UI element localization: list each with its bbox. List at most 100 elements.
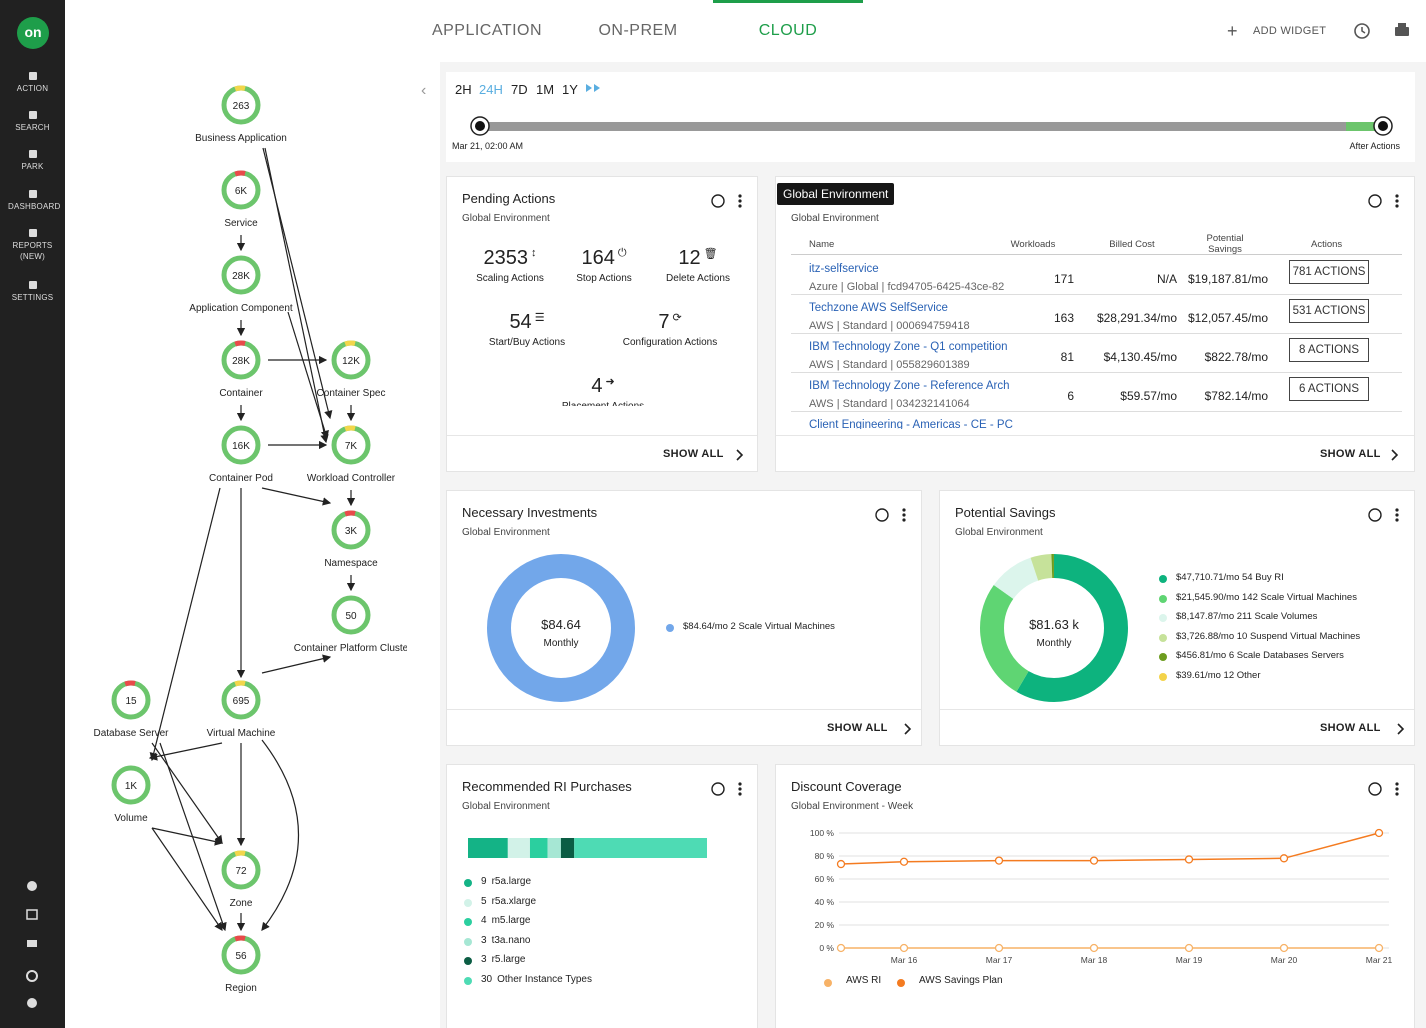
node-label: Workload Controller bbox=[307, 473, 396, 484]
chevron bbox=[1391, 449, 1399, 461]
sidebar-item[interactable]: SEARCH bbox=[8, 111, 57, 133]
action-count: 2353 ↕ Scaling Actions bbox=[447, 247, 580, 284]
actions-button[interactable]: 8 ACTIONS bbox=[1289, 338, 1369, 362]
action-value-row: 7 ⟳ bbox=[600, 311, 740, 334]
node-label: Namespace bbox=[324, 558, 378, 569]
range-option[interactable]: 24H bbox=[479, 82, 503, 97]
legend-dot bbox=[464, 879, 472, 887]
line-chart: 0 % 20 % 40 % 60 % 80 % 100 % Mar 16 Mar 17 Mar … bbox=[810, 828, 1393, 987]
sidebar-item[interactable]: ACTION bbox=[8, 72, 57, 94]
legend-dot bbox=[464, 898, 472, 907]
potential-savings: $12,057.45/mo bbox=[1187, 311, 1268, 325]
track-after bbox=[1346, 122, 1383, 131]
chevron-line bbox=[904, 723, 912, 735]
range-option[interactable]: 1M bbox=[536, 82, 555, 97]
tab[interactable]: CLOUD bbox=[758, 22, 818, 39]
add-widget[interactable]: ADD WIDGET bbox=[1253, 25, 1327, 37]
panel-menu-icons bbox=[711, 194, 742, 208]
legend-dot bbox=[464, 957, 472, 966]
node-ring bbox=[111, 765, 151, 805]
x-tick-label: Mar 21 bbox=[1366, 955, 1393, 965]
sidebar-item[interactable]: SETTINGS bbox=[8, 281, 57, 303]
table-row: Techzone AWS SelfService AWS | Standard |… bbox=[791, 294, 1402, 334]
node-label: Container Platform Cluste bbox=[294, 643, 409, 654]
tab[interactable]: ON-PREM bbox=[598, 22, 678, 39]
help-icon bbox=[875, 508, 889, 522]
panel-subtitle: Global Environment - Week bbox=[791, 801, 914, 812]
node-count: 50 bbox=[345, 611, 357, 622]
action-label: Stop Actions bbox=[576, 273, 632, 284]
action-icon: ⟳ bbox=[672, 312, 682, 324]
legend-dot bbox=[824, 979, 832, 987]
show-all[interactable]: SHOW ALL bbox=[1320, 448, 1381, 460]
sidebar-label: REPORTS (NEW) bbox=[12, 241, 53, 261]
chevron bbox=[1397, 723, 1405, 735]
node-count: 16K bbox=[232, 441, 250, 452]
node-label: Container Pod bbox=[209, 473, 273, 484]
action-label: Scaling Actions bbox=[476, 273, 544, 284]
range-option[interactable]: 7D bbox=[511, 82, 528, 97]
node-ring bbox=[221, 425, 261, 465]
node-count: 28K bbox=[232, 271, 250, 282]
action-value: 12 bbox=[678, 247, 701, 269]
sidebar-item[interactable]: PARK bbox=[8, 150, 57, 172]
billed-cost: $28,291.34/mo bbox=[1096, 311, 1177, 325]
edge bbox=[151, 742, 223, 844]
actions-button[interactable]: 531 ACTIONS bbox=[1289, 299, 1369, 323]
show-all[interactable]: SHOW ALL bbox=[1320, 722, 1381, 734]
panel-subtitle: Global Environment bbox=[462, 213, 550, 224]
node-bg bbox=[224, 428, 258, 462]
donut-chart: $84.64 Monthly bbox=[487, 554, 635, 702]
panel-subtitle: Global Environment bbox=[791, 213, 879, 224]
legend-label: AWS RI bbox=[846, 975, 881, 986]
x-tick-label: Mar 17 bbox=[986, 955, 1013, 965]
account-name[interactable]: IBM Technology Zone - Reference Arch bbox=[809, 380, 1010, 392]
actions-button[interactable]: 781 ACTIONS bbox=[1289, 260, 1369, 284]
node-bg bbox=[334, 513, 368, 547]
tab[interactable]: APPLICATION bbox=[431, 22, 543, 39]
range-option[interactable]: 1Y bbox=[562, 82, 578, 97]
show-all[interactable]: SHOW ALL bbox=[827, 722, 888, 734]
account-name[interactable]: IBM Technology Zone - Q1 competition bbox=[809, 341, 1008, 353]
show-all[interactable]: SHOW ALL bbox=[663, 448, 724, 460]
billed-cost: $4,130.45/mo bbox=[1103, 350, 1177, 364]
node-label: Virtual Machine bbox=[207, 728, 276, 739]
donut-center-label: Monthly bbox=[543, 638, 578, 649]
node-bg bbox=[224, 88, 258, 122]
timeline-end: After Actions bbox=[1349, 141, 1400, 151]
potential-savings-panel: Potential Savings Global Environment SHO… bbox=[939, 490, 1415, 746]
potential-savings: $782.14/mo bbox=[1204, 389, 1268, 403]
menu-dot bbox=[902, 513, 906, 517]
action-label: Delete Actions bbox=[666, 273, 730, 284]
ri-name: m5.large bbox=[491, 915, 531, 927]
actions-button[interactable]: 6 ACTIONS bbox=[1289, 377, 1369, 401]
sidebar-item[interactable]: REPORTS (NEW) bbox=[8, 229, 57, 262]
node-bg bbox=[334, 598, 368, 632]
ri-name: r5.large bbox=[491, 954, 526, 966]
account-name[interactable]: itz-selfservice bbox=[809, 263, 879, 275]
logo[interactable]: on bbox=[17, 17, 49, 49]
menu-dot bbox=[1395, 518, 1399, 522]
chevron bbox=[904, 723, 912, 735]
edge bbox=[151, 827, 224, 846]
legend-dot bbox=[1159, 575, 1167, 583]
account-name[interactable]: Client Engineering - Americas - CE - PC bbox=[809, 419, 1013, 429]
legend-label: $8,147.87/mo 211 Scale Volumes bbox=[1176, 611, 1318, 623]
account-name[interactable]: Techzone AWS SelfService bbox=[809, 302, 948, 314]
divider bbox=[940, 709, 1414, 710]
node-ring-accent bbox=[221, 935, 261, 975]
collapse-chevron[interactable]: ‹ bbox=[421, 82, 427, 99]
sidebar-item[interactable]: DASHBOARD bbox=[8, 190, 61, 212]
ri-count: 3 bbox=[481, 954, 487, 966]
donut-segment bbox=[980, 554, 1128, 702]
sidebar-label: DASHBOARD bbox=[8, 202, 61, 211]
action-value-row: 164 ⏻ bbox=[534, 247, 674, 270]
pending-actions-panel: Pending Actions Global Environment SHOW … bbox=[446, 176, 758, 472]
panel-title: Potential Savings bbox=[955, 505, 1056, 520]
edge bbox=[261, 487, 332, 506]
legend-dot bbox=[464, 918, 472, 927]
action-icon: ➜ bbox=[605, 376, 615, 388]
discount-coverage-panel: Discount Coverage Global Environment - W… bbox=[775, 764, 1415, 1028]
range-option[interactable]: 2H bbox=[455, 82, 472, 97]
ri-segment bbox=[468, 838, 508, 858]
